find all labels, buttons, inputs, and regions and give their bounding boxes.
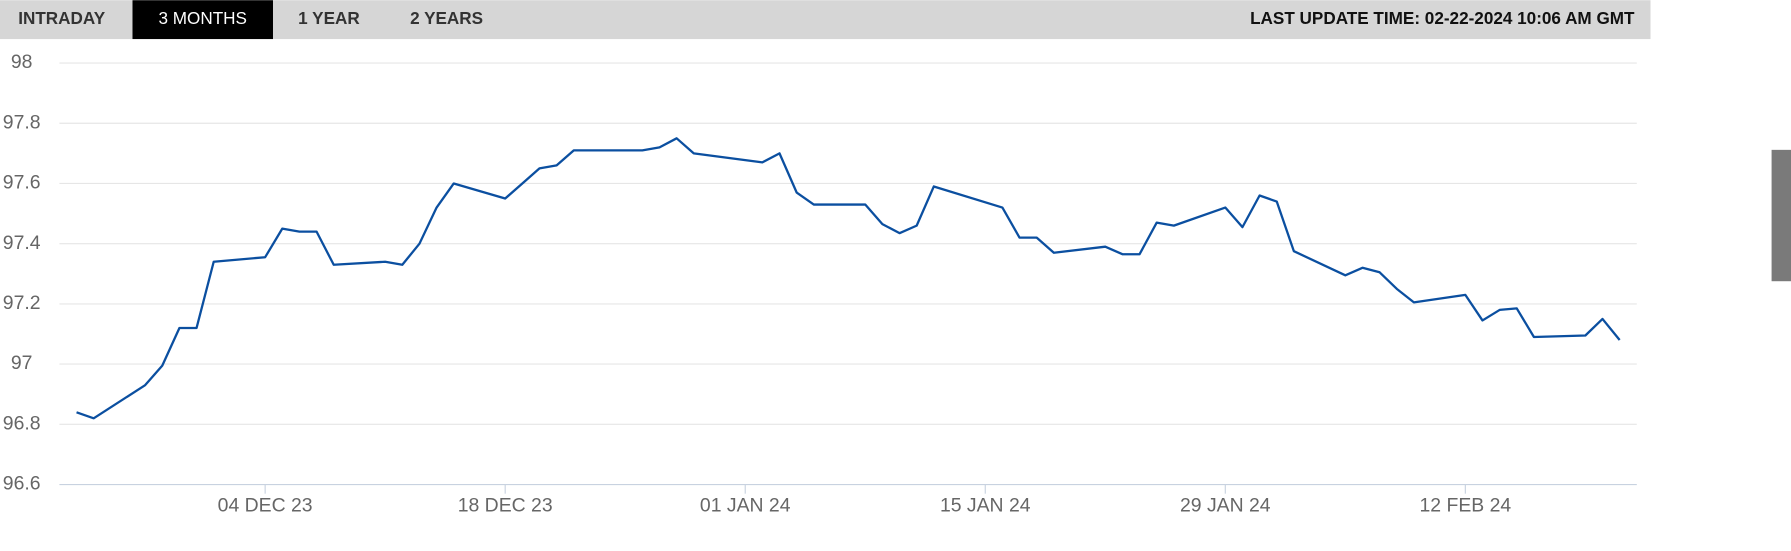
y-tick-label: 97.8	[3, 111, 41, 133]
x-tick-label: 18 DEC 23	[458, 494, 553, 516]
tab-active-bg	[132, 0, 273, 40]
tab[interactable]: INTRADAY	[18, 8, 105, 28]
price-line	[76, 137, 1621, 420]
y-tick-label: 97.2	[3, 292, 41, 314]
x-tick-label: 15 JAN 24	[940, 494, 1031, 516]
last-update: LAST UPDATE TIME: 02-22-2024 10:06 AM GM…	[1250, 8, 1635, 28]
tab-bar	[0, 0, 1651, 40]
tab[interactable]: 2 YEARS	[410, 8, 483, 28]
y-tick-label: 96.6	[3, 473, 41, 495]
x-tick-label: 01 JAN 24	[700, 494, 791, 516]
tab[interactable]: 1 YEAR	[298, 8, 360, 28]
x-tick-label: 29 JAN 24	[1180, 494, 1271, 516]
y-tick-label: 96.8	[3, 412, 41, 434]
tab[interactable]: 3 MONTHS	[158, 8, 247, 28]
y-tick-label: 97	[11, 352, 33, 374]
y-tick-label: 98	[11, 51, 33, 73]
scrollbar-thumb	[1771, 149, 1791, 282]
y-tick-label: 97.6	[3, 172, 41, 194]
x-tick-label: 12 FEB 24	[1419, 494, 1511, 516]
x-tick-label: 04 DEC 23	[218, 494, 313, 516]
y-tick-label: 97.4	[3, 232, 41, 254]
